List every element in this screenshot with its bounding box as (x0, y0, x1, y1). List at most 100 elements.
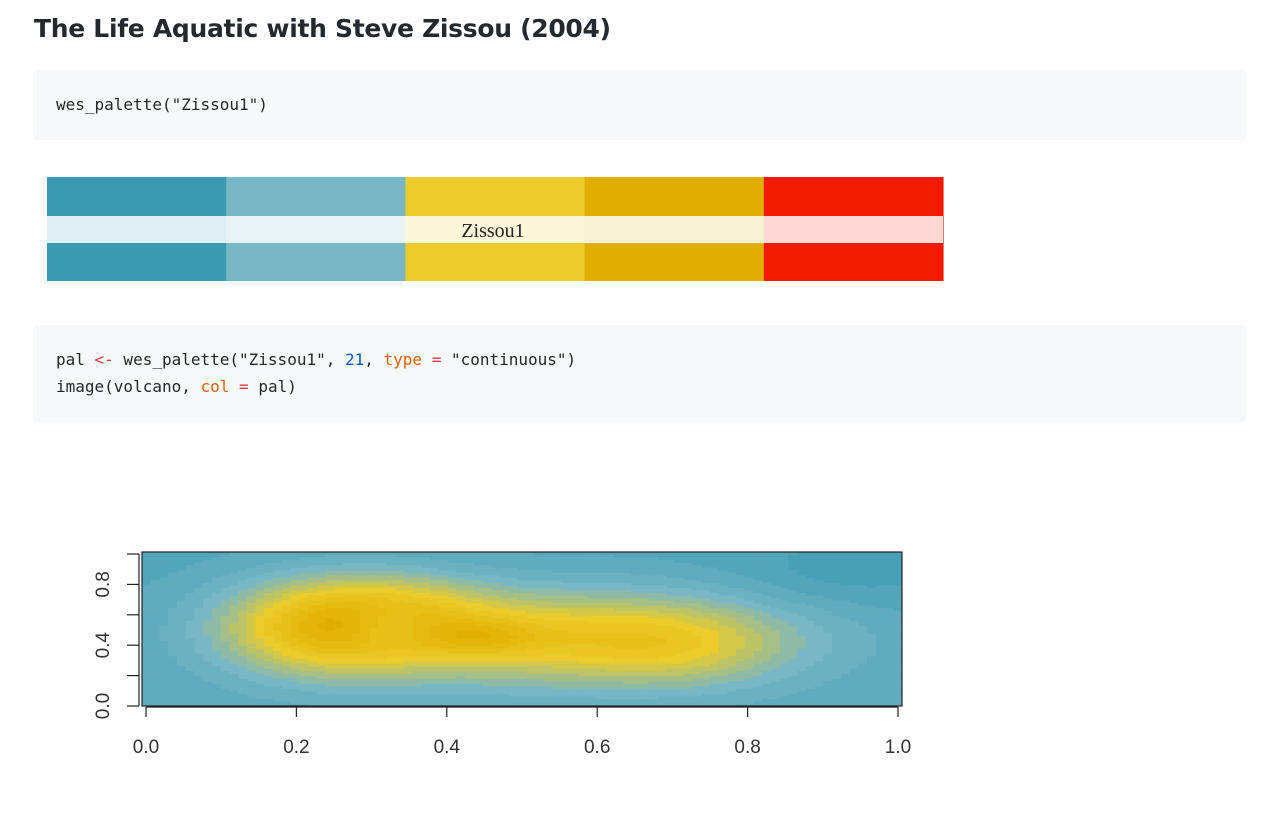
heatmap-cell (404, 597, 414, 601)
heatmap-cell (666, 630, 676, 634)
heatmap-cell (692, 572, 702, 576)
heatmap-cell (342, 700, 353, 705)
heatmap-cell (788, 612, 798, 616)
heatmap-cell (779, 567, 790, 571)
heatmap-cell (736, 627, 746, 631)
heatmap-cell (779, 652, 790, 657)
heatmap-cell (491, 552, 501, 556)
heatmap-cell (570, 640, 580, 644)
heatmap-cell (465, 620, 475, 624)
heatmap-cell (832, 642, 842, 647)
heatmap-cell (142, 698, 152, 702)
heatmap-cell (264, 652, 274, 657)
heatmap-cell (473, 685, 484, 689)
heatmap-cell (342, 605, 353, 609)
heatmap-cell (404, 559, 414, 563)
heatmap-cell (770, 562, 781, 566)
heatmap-cell (701, 612, 711, 616)
heatmap-cell (814, 584, 824, 588)
heatmap-cell (456, 627, 466, 631)
heatmap-cell (176, 665, 187, 669)
heatmap-cell (342, 693, 353, 697)
heatmap-cell (430, 630, 440, 634)
heatmap-cell (430, 665, 440, 669)
heatmap-cell (701, 673, 711, 677)
heatmap-cell (342, 642, 353, 647)
heatmap-cell (535, 658, 545, 662)
heatmap-cell (718, 690, 728, 694)
heatmap-cell (351, 642, 361, 647)
heatmap-cell (639, 607, 650, 611)
heatmap-cell (386, 635, 396, 639)
heatmap-cell (683, 690, 693, 694)
heatmap-cell (797, 703, 807, 706)
heatmap-cell (701, 695, 711, 700)
heatmap-cell (840, 582, 851, 586)
heatmap-cell (404, 569, 414, 573)
heatmap-cell (439, 635, 449, 639)
heatmap-cell (674, 698, 685, 702)
heatmap-cell (159, 572, 169, 576)
heatmap-cell (325, 660, 335, 664)
heatmap-cell (404, 562, 414, 566)
heatmap-cell (561, 700, 571, 705)
heatmap-cell (692, 574, 702, 578)
heatmap-cell (648, 582, 659, 586)
heatmap-cell (369, 594, 379, 599)
heatmap-cell (709, 642, 720, 647)
heatmap-cell (570, 622, 580, 626)
heatmap-cell (238, 627, 248, 631)
heatmap-cell (229, 564, 239, 568)
heatmap-cell (439, 675, 449, 679)
heatmap-cell (613, 574, 624, 578)
heatmap-cell (805, 668, 816, 672)
heatmap-cell (657, 637, 667, 641)
heatmap-cell (377, 564, 388, 568)
heatmap-cell (570, 612, 580, 616)
heatmap-cell (622, 582, 632, 586)
heatmap-cell (805, 670, 816, 674)
heatmap-cell (639, 572, 650, 576)
heatmap-cell (797, 589, 807, 593)
heatmap-cell (657, 584, 667, 588)
heatmap-cell (561, 620, 571, 624)
heatmap-cell (150, 587, 161, 591)
heatmap-cell (578, 607, 589, 611)
heatmap-cell (404, 610, 414, 614)
heatmap-cell (797, 552, 807, 556)
heatmap-cell (797, 615, 807, 619)
heatmap-cell (744, 703, 755, 706)
heatmap-cell (701, 685, 711, 689)
heatmap-cell (142, 630, 152, 634)
heatmap-cell (439, 552, 449, 556)
heatmap-cell (482, 569, 493, 573)
heatmap-cell (648, 610, 659, 614)
heatmap-cell (657, 562, 667, 566)
heatmap-cell (395, 660, 405, 664)
heatmap-cell (255, 698, 265, 702)
heatmap-cell (832, 688, 842, 692)
heatmap-cell (692, 557, 702, 561)
heatmap-cell (631, 559, 641, 563)
heatmap-cell (473, 703, 484, 706)
heatmap-cell (666, 655, 676, 659)
heatmap-cell (709, 675, 720, 679)
heatmap-cell (639, 577, 650, 581)
heatmap-cell (770, 569, 781, 573)
heatmap-cell (674, 617, 685, 621)
heatmap-cell (701, 587, 711, 591)
heatmap-cell (447, 602, 458, 606)
heatmap-cell (404, 635, 414, 639)
heatmap-cell (142, 567, 152, 571)
heatmap-cell (421, 605, 431, 609)
heatmap-cell (360, 617, 370, 621)
heatmap-cell (185, 607, 196, 611)
heatmap-cell (150, 552, 161, 556)
heatmap-cell (736, 678, 746, 682)
heatmap-cell (220, 683, 230, 687)
heatmap-cell (421, 579, 431, 583)
heatmap-cell (377, 554, 388, 558)
heatmap-cell (395, 615, 405, 619)
heatmap-cell (185, 647, 196, 652)
heatmap-cell (456, 668, 466, 672)
